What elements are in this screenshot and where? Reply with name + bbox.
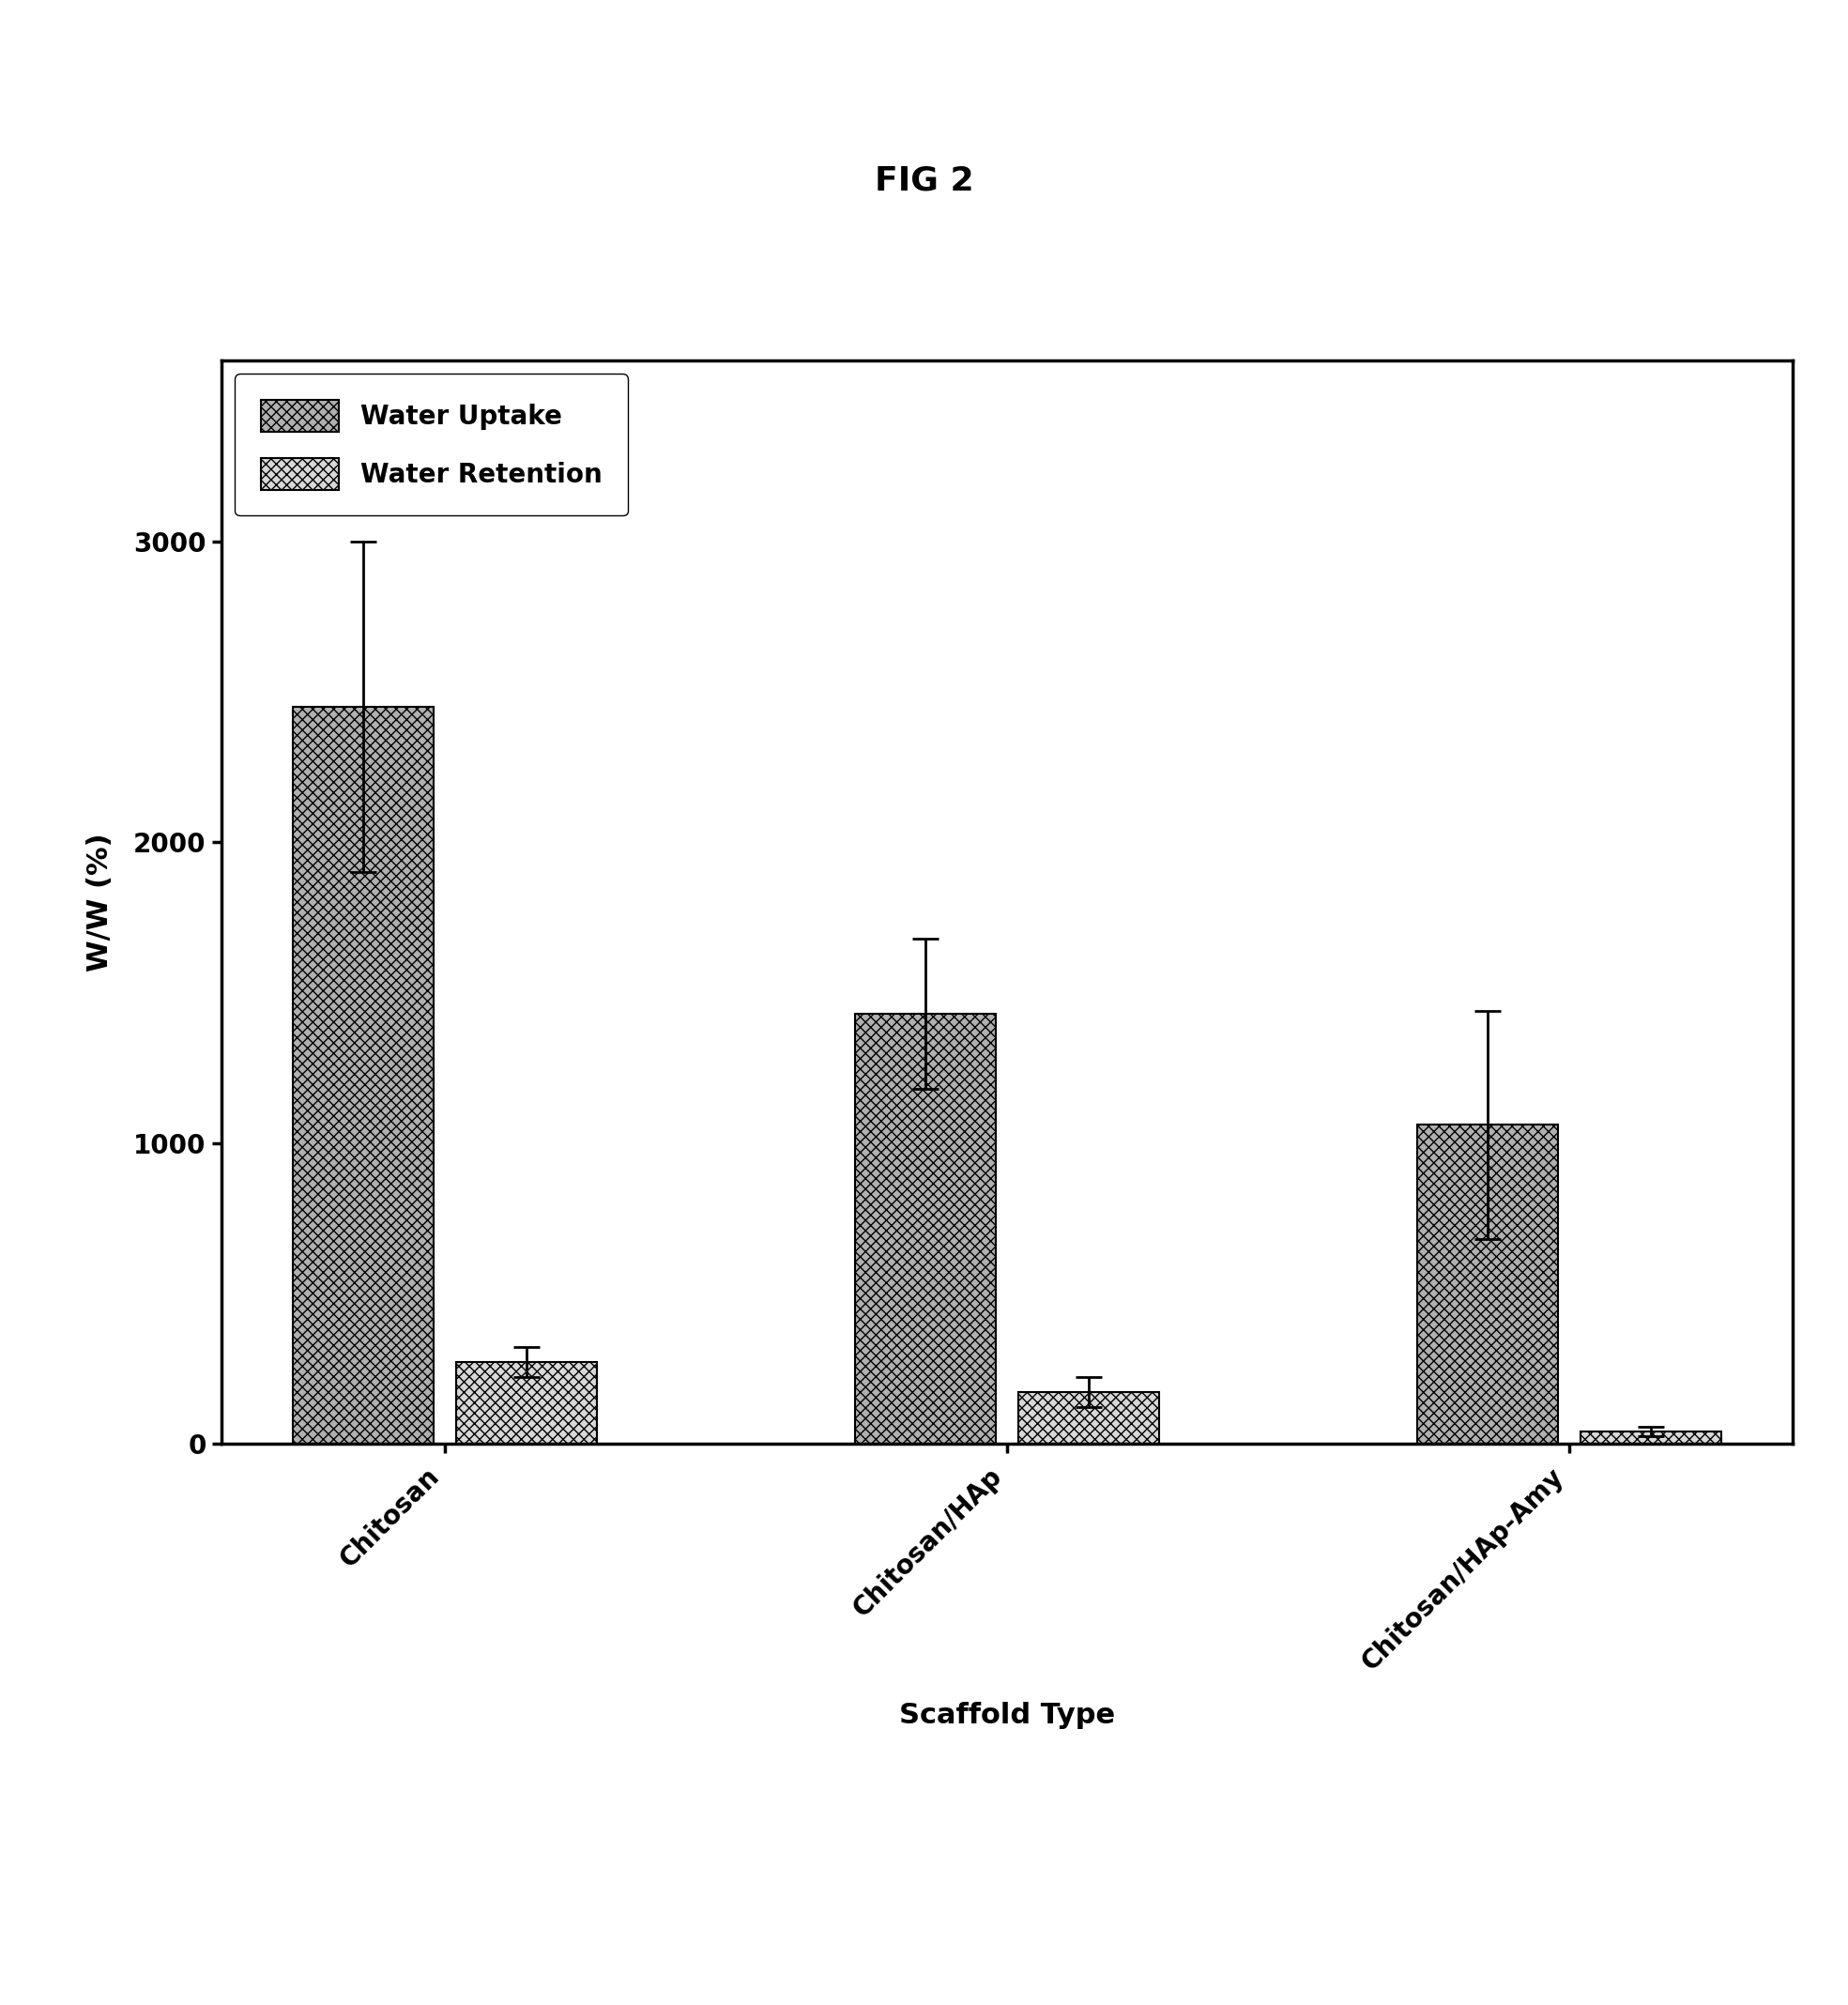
Bar: [1018, 1391, 1159, 1444]
Bar: [456, 1363, 597, 1444]
Bar: [1417, 1125, 1558, 1444]
Bar: [856, 1015, 996, 1444]
Text: FIG 2: FIG 2: [874, 164, 974, 196]
Bar: [294, 708, 434, 1444]
Legend: Water Uptake, Water Retention: Water Uptake, Water Retention: [235, 375, 628, 515]
Y-axis label: W/W (%): W/W (%): [87, 832, 115, 972]
Bar: [1580, 1432, 1720, 1444]
X-axis label: Scaffold Type: Scaffold Type: [900, 1702, 1114, 1728]
